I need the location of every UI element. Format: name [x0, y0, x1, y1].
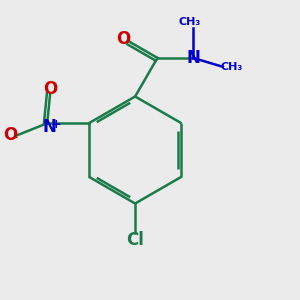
Text: O: O	[116, 30, 130, 48]
Text: +: +	[50, 118, 61, 131]
Text: N: N	[186, 49, 200, 67]
Text: CH₃: CH₃	[179, 16, 201, 27]
Text: ⁻: ⁻	[10, 133, 18, 147]
Text: CH₃: CH₃	[220, 62, 242, 72]
Text: O: O	[3, 126, 17, 144]
Text: Cl: Cl	[126, 231, 144, 249]
Text: N: N	[43, 118, 56, 136]
Text: O: O	[43, 80, 57, 98]
